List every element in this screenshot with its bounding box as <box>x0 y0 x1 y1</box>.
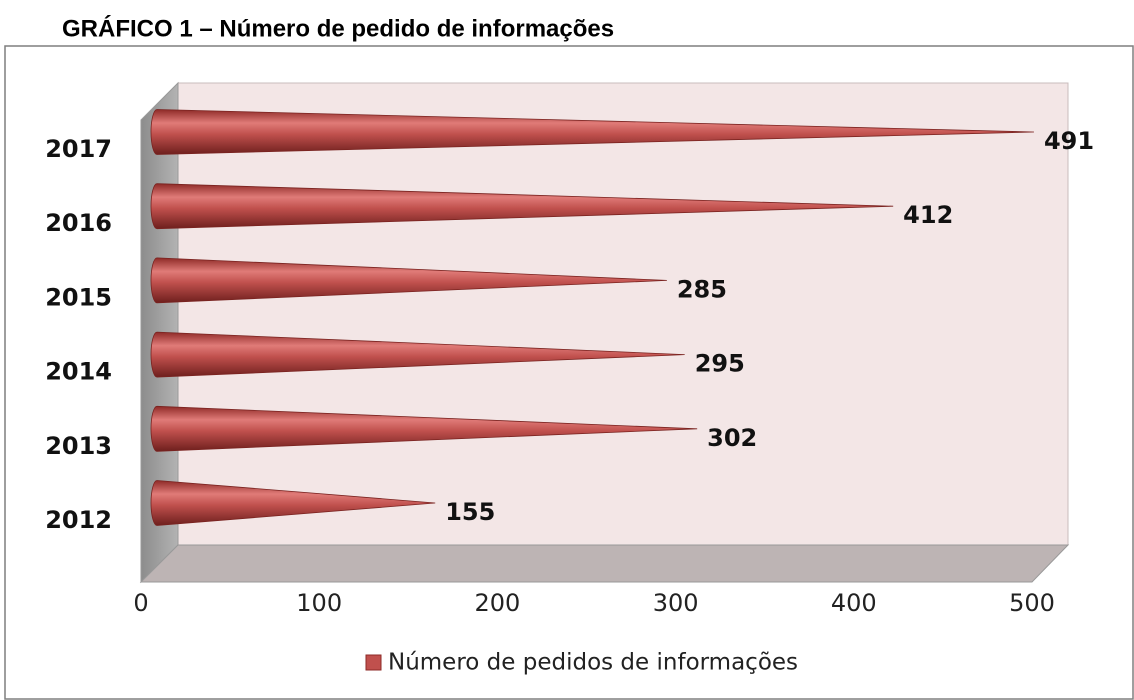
x-tick-label: 400 <box>831 589 877 617</box>
cone-bar <box>150 480 436 526</box>
data-label: 155 <box>445 498 495 526</box>
x-tick-label: 100 <box>296 589 342 617</box>
x-tick-label: 200 <box>474 589 520 617</box>
cone-bar <box>150 257 667 304</box>
legend-label: Número de pedidos de informações <box>388 650 798 676</box>
chart-border <box>4 45 1134 700</box>
data-label: 491 <box>1044 127 1094 155</box>
cone-bar <box>150 331 685 378</box>
data-label: 302 <box>707 424 757 452</box>
y-tick-label: 2012 <box>45 506 112 534</box>
y-tick-label: 2017 <box>45 135 112 163</box>
cone-bar <box>150 405 698 452</box>
data-label: 295 <box>695 350 745 378</box>
data-label: 285 <box>677 275 727 303</box>
x-tick-label: 0 <box>133 589 148 617</box>
cone-bar <box>150 183 894 230</box>
legend-swatch <box>365 654 382 671</box>
y-tick-label: 2016 <box>45 209 112 237</box>
y-tick-label: 2015 <box>45 283 112 311</box>
x-tick-label: 500 <box>1009 589 1055 617</box>
back-wall <box>177 82 1069 546</box>
chart-title: GRÁFICO 1 – Número de pedido de informaç… <box>62 14 614 42</box>
floor <box>139 544 1070 583</box>
x-tick-label: 300 <box>653 589 699 617</box>
y-tick-label: 2013 <box>45 432 112 460</box>
cone-bar <box>150 109 1034 155</box>
y-tick-label: 2014 <box>45 358 112 386</box>
data-label: 412 <box>903 201 953 229</box>
